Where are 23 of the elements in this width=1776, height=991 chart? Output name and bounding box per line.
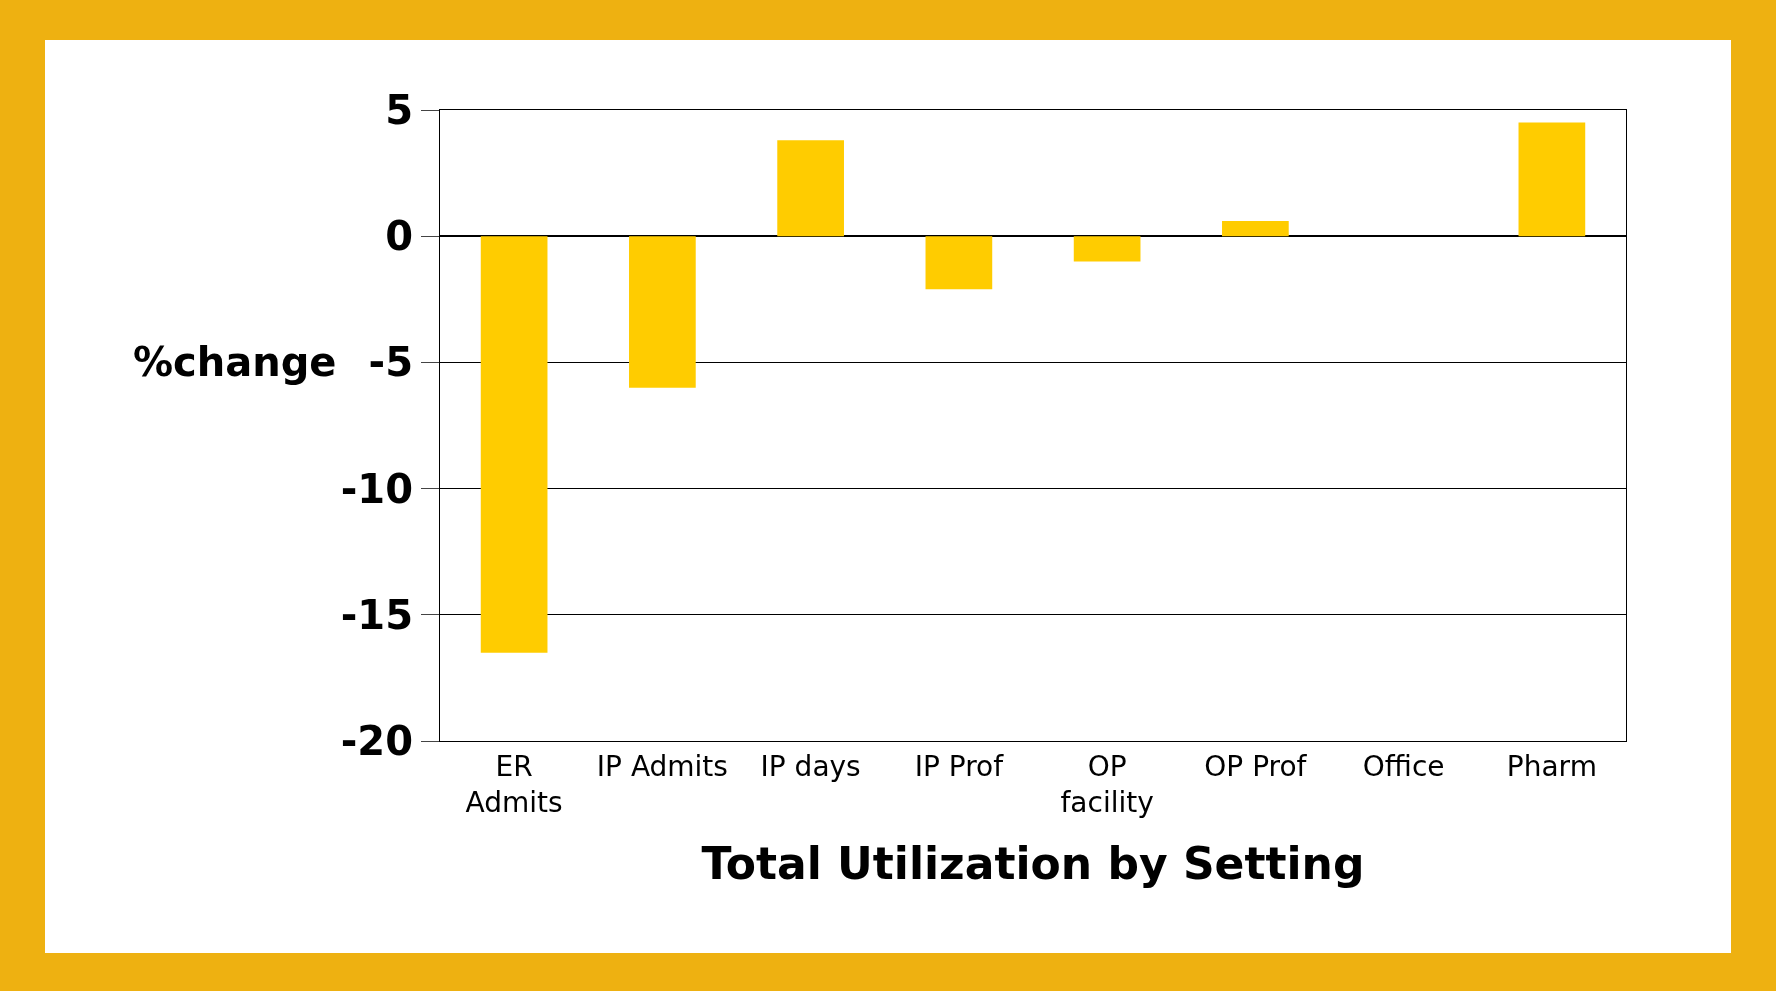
x-tick-label: ER Admits (465, 749, 563, 819)
y-tick-label: -15 (340, 591, 413, 638)
x-tick-label: Pharm (1506, 749, 1597, 783)
x-tick-label: OP facility (1060, 749, 1154, 819)
bar (480, 236, 548, 653)
y-axis-title: %change (133, 339, 337, 385)
bar (1518, 122, 1586, 237)
x-tick-label: IP Prof (914, 749, 1005, 783)
y-tick-label: -5 (368, 339, 413, 386)
bar (629, 236, 696, 388)
bar (925, 236, 993, 290)
y-tick-label: -20 (340, 718, 413, 764)
x-tick-label: IP days (760, 749, 861, 783)
x-tick-label: IP Admits (596, 749, 728, 783)
y-tick-label: 0 (385, 213, 413, 260)
x-axis-title: Total Utilization by Setting (701, 838, 1365, 890)
y-tick-label: 5 (385, 87, 413, 133)
bar (1222, 221, 1289, 237)
bar (777, 140, 844, 237)
bar (1073, 236, 1141, 262)
x-tick-label: OP Prof (1204, 749, 1308, 783)
x-tick-label: Office (1362, 749, 1445, 783)
y-tick-label: -10 (340, 465, 413, 512)
